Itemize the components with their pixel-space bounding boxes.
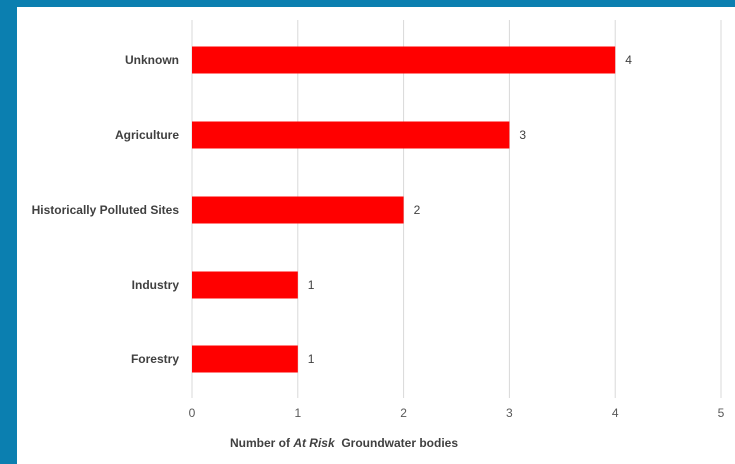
category-labels: Unknown Agriculture Historically Polluted …: [32, 53, 180, 366]
x-tick-label: 4: [612, 406, 619, 420]
x-tick-label: 1: [294, 406, 301, 420]
x-axis-title-suffix: Groundwater bodies: [335, 436, 459, 450]
category-label: Unknown: [125, 53, 179, 67]
bars: [192, 46, 616, 373]
data-labels: 4 3 2 1 1: [308, 53, 632, 366]
data-label: 1: [308, 278, 315, 292]
x-tick-label: 0: [189, 406, 196, 420]
data-label: 3: [519, 128, 526, 142]
bar-agriculture: [192, 121, 510, 149]
x-tick-label: 2: [400, 406, 407, 420]
x-tick-label: 5: [718, 406, 725, 420]
data-label: 4: [625, 53, 632, 67]
bar-unknown: [192, 46, 616, 74]
category-label: Historically Polluted Sites: [32, 203, 180, 217]
data-label: 1: [308, 352, 315, 366]
bar-historically-polluted-sites: [192, 196, 404, 224]
x-tick-labels: 0 1 2 3 4 5: [189, 406, 725, 420]
category-label: Forestry: [131, 352, 179, 366]
category-label: Agriculture: [115, 128, 179, 142]
data-label: 2: [414, 203, 421, 217]
x-axis-title-prefix: Number of: [230, 436, 293, 450]
bar-industry: [192, 271, 298, 299]
x-axis-title: Number of At Risk Groundwater bodies: [230, 436, 458, 450]
bar-forestry: [192, 345, 298, 373]
x-tick-label: 3: [506, 406, 513, 420]
x-axis-title-emphasis: At Risk: [292, 436, 336, 450]
category-label: Industry: [132, 278, 180, 292]
